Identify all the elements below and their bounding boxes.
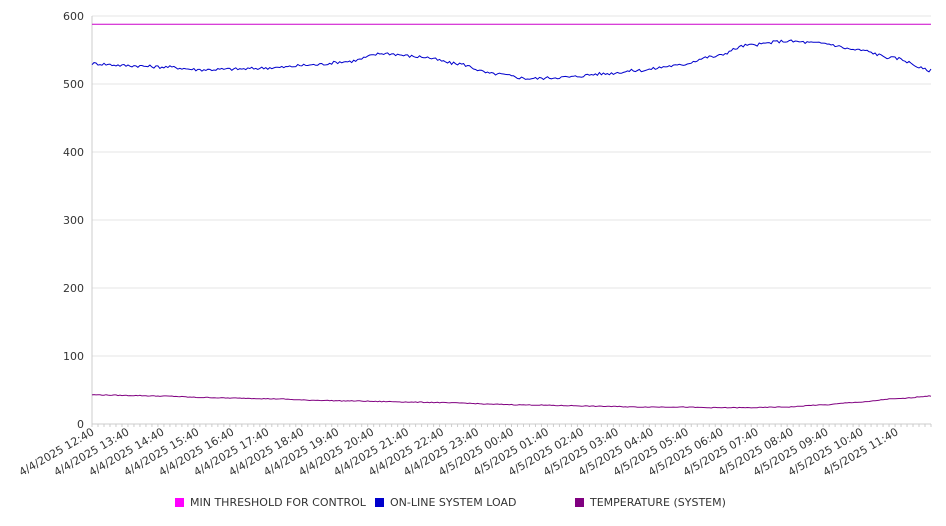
grid-lines bbox=[92, 15, 931, 357]
y-tick-label-300: 300 bbox=[63, 214, 84, 227]
y-tick-label-100: 100 bbox=[63, 350, 84, 363]
legend-item-min-threshold: MIN THRESHOLD FOR CONTROL bbox=[175, 496, 366, 509]
y-tick-label-200: 200 bbox=[63, 282, 84, 295]
y-tick-label-0: 0 bbox=[77, 418, 84, 431]
legend-label-min-threshold: MIN THRESHOLD FOR CONTROL bbox=[190, 496, 366, 509]
legend-swatch-system-load bbox=[375, 498, 384, 507]
legend-label-temperature: TEMPERATURE (SYSTEM) bbox=[590, 496, 726, 509]
y-tick-label-600: 600 bbox=[63, 10, 84, 23]
legend-item-temperature: TEMPERATURE (SYSTEM) bbox=[575, 496, 726, 509]
y-tick-label-500: 500 bbox=[63, 78, 84, 91]
axes bbox=[91, 16, 932, 427]
legend-swatch-min-threshold bbox=[175, 498, 184, 507]
series-line-2 bbox=[91, 394, 932, 409]
legend: MIN THRESHOLD FOR CONTROL ON-LINE SYSTEM… bbox=[0, 496, 946, 516]
legend-label-system-load: ON-LINE SYSTEM LOAD bbox=[390, 496, 517, 509]
y-axis-ticks: 0 100 200 300 400 500 600 bbox=[63, 10, 84, 431]
x-axis-ticks: 4/4/2025 12:404/4/2025 13:404/4/2025 14:… bbox=[17, 425, 901, 479]
series-layer bbox=[91, 23, 932, 409]
legend-swatch-temperature bbox=[575, 498, 584, 507]
legend-item-system-load: ON-LINE SYSTEM LOAD bbox=[375, 496, 516, 509]
y-tick-label-400: 400 bbox=[63, 146, 84, 159]
series-line-1 bbox=[91, 39, 932, 81]
